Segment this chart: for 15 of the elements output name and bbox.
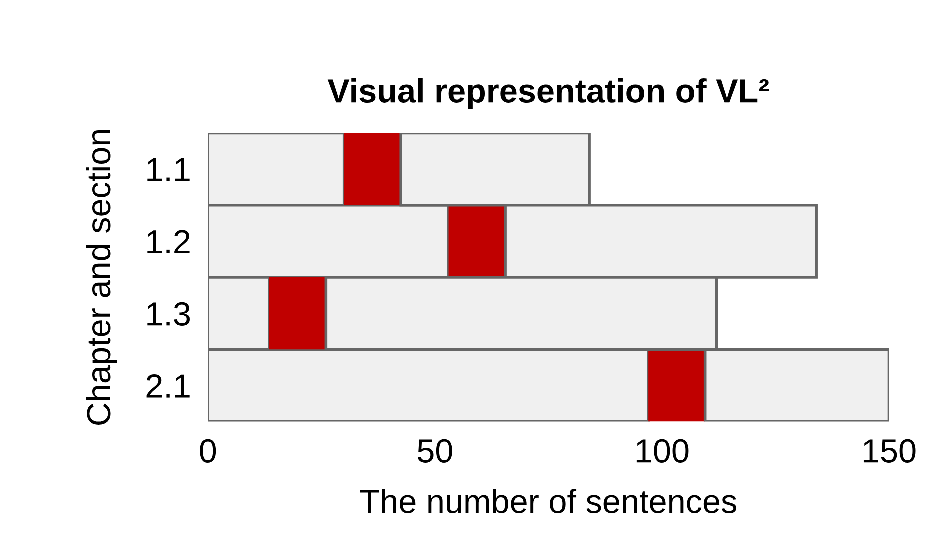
x-tick-label: 100 [636,439,689,463]
x-tick-label: 150 [864,439,916,463]
y-axis-title: Chapter and section [86,130,118,425]
bar [269,278,326,350]
chart-title: Visual representation of VL² [328,78,770,110]
x-tick-label: 50 [418,439,452,463]
bar [448,205,506,278]
x-tick-label: 0 [200,439,216,463]
y-tick-label: 1.3 [148,302,190,326]
bar [344,133,402,206]
x-axis-title: The number of sentences [360,488,736,514]
y-tick-label: 2.1 [146,374,190,398]
y-tick-label: 1.1 [148,158,190,182]
y-tick-label: 1.2 [148,230,190,254]
bar [648,350,706,422]
